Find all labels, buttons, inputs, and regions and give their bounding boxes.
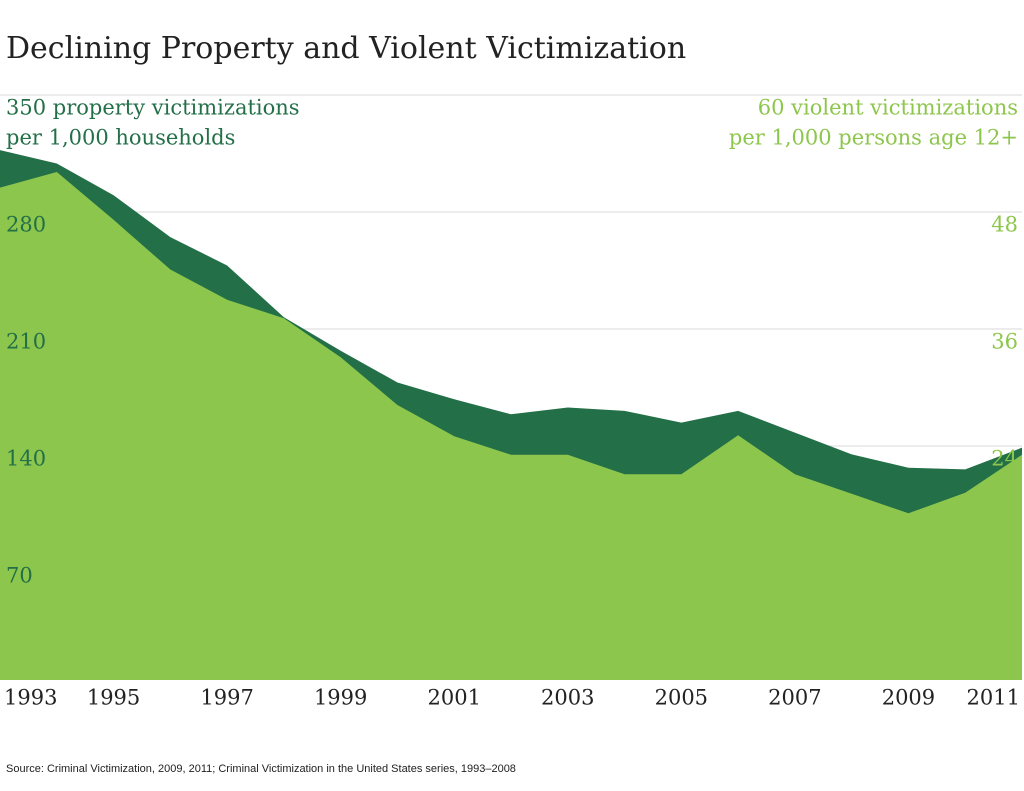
x-tick-label: 2003 (541, 686, 594, 710)
x-tick-label: 1997 (200, 686, 253, 710)
area (0, 172, 1022, 680)
y2-tick-label: 12 (991, 564, 1018, 588)
y2-tick-label: 36 (991, 330, 1018, 354)
y-tick-label: 280 (6, 213, 46, 237)
y2-tick-label: 60 violent victimizations (758, 96, 1018, 120)
y-axis-label: per 1,000 households (6, 126, 235, 150)
y-tick-label: 140 (6, 447, 46, 471)
y2-axis-label: per 1,000 persons age 12+ (729, 126, 1018, 150)
x-tick-label: 1995 (87, 686, 140, 710)
x-tick-label: 2007 (768, 686, 821, 710)
x-tick-label: 2011 (967, 686, 1020, 710)
x-tick-label: 2001 (427, 686, 480, 710)
y-tick-label: 70 (6, 564, 33, 588)
y2-tick-label: 24 (991, 447, 1018, 471)
y-tick-label: 210 (6, 330, 46, 354)
y-tick-label: 350 property victimizations (6, 96, 300, 120)
x-tick-label: 2009 (882, 686, 935, 710)
chart-title: Declining Property and Violent Victimiza… (6, 31, 686, 66)
y2-tick-label: 48 (991, 213, 1018, 237)
source-note: Source: Criminal Victimization, 2009, 20… (6, 763, 516, 775)
x-tick-label: 1993 (4, 686, 57, 710)
x-tick-label: 1999 (314, 686, 367, 710)
x-tick-label: 2005 (655, 686, 708, 710)
